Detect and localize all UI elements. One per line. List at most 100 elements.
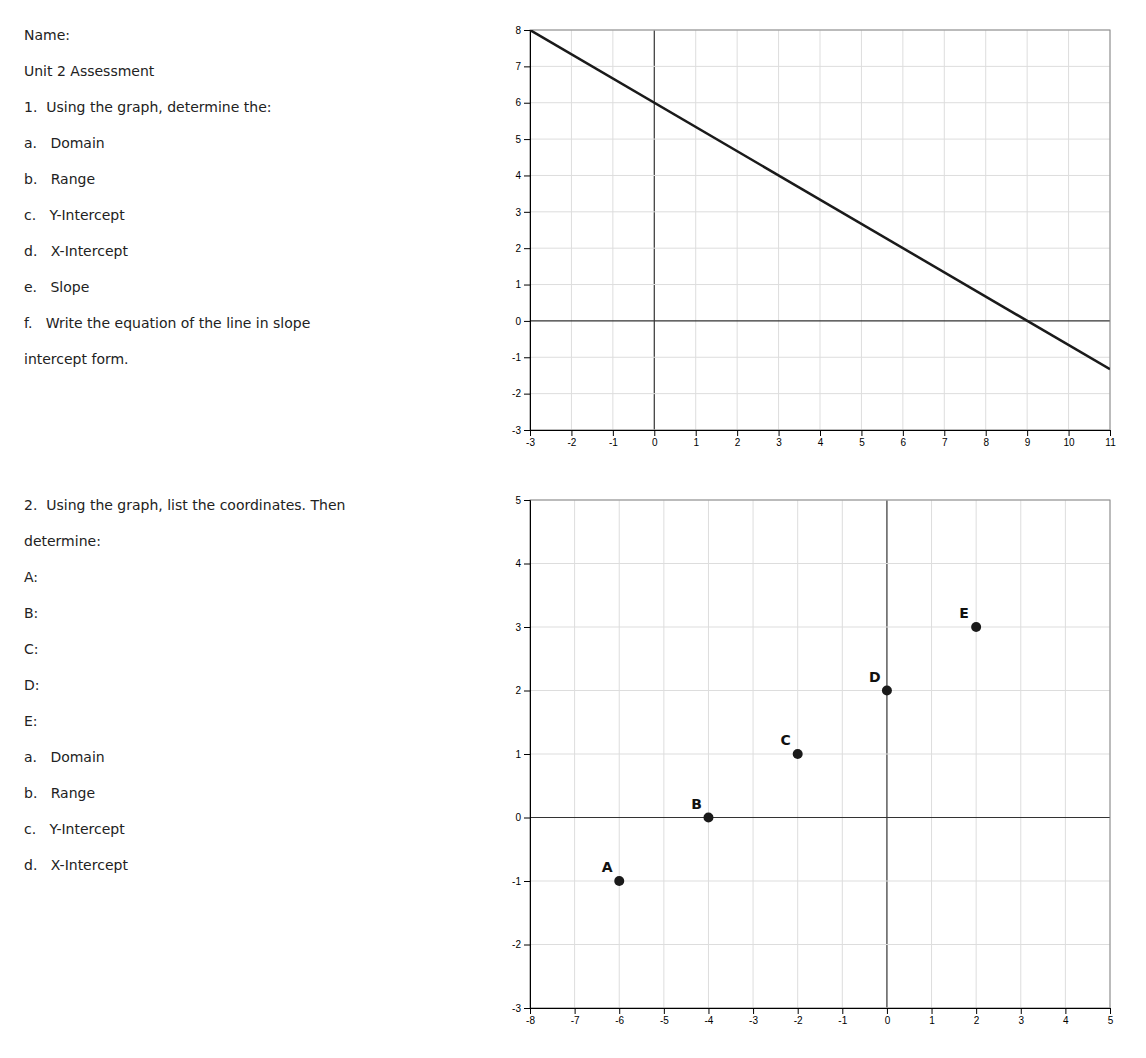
tick-mark	[575, 1008, 576, 1014]
axis-line	[524, 501, 531, 1009]
annotation: D:	[24, 677, 40, 693]
y-axis: -3-2-1012345678	[512, 25, 530, 436]
grid-line-x	[695, 30, 696, 430]
tick-mark	[524, 66, 530, 67]
grid-line-x	[820, 30, 821, 430]
tick-label: -2	[512, 939, 521, 950]
tick-label: -5	[660, 1015, 669, 1026]
grid-line-y	[530, 102, 1110, 103]
tick-label: 8	[983, 437, 989, 448]
grid-line-x	[778, 30, 779, 430]
tick: 4	[1063, 1008, 1069, 1026]
tick-label: -3	[512, 1003, 521, 1014]
tick-label: -2	[512, 388, 521, 399]
tick: -1	[838, 1008, 847, 1026]
tick: 5	[515, 134, 530, 145]
tick-label: 0	[885, 1015, 891, 1026]
tick-label: 2	[735, 437, 741, 448]
annotation: determine:	[24, 533, 101, 549]
tick-mark	[524, 691, 530, 692]
annotation: A:	[24, 569, 38, 585]
tick: -3	[526, 430, 535, 448]
tick-label: 0	[652, 437, 658, 448]
tick-mark	[708, 1008, 709, 1014]
grid-line-y	[530, 175, 1110, 176]
grid-line-x	[737, 30, 738, 430]
page: Name:Unit 2 Assessment1. Using the graph…	[0, 0, 1146, 1058]
tick: 0	[652, 430, 658, 448]
tick-mark	[524, 627, 530, 628]
grid-line-x	[902, 30, 903, 430]
annotation: c. Y-Intercept	[24, 821, 125, 837]
point-labels: ABCDE	[602, 605, 969, 875]
axis-line	[531, 431, 1111, 437]
tick-mark	[1110, 430, 1111, 436]
grid-line-x	[861, 30, 862, 430]
tick-label: -3	[526, 437, 535, 448]
plot-frame	[530, 500, 1110, 1008]
tick-label: 0	[515, 812, 521, 823]
tick-label: 3	[776, 437, 782, 448]
tick: 8	[983, 430, 989, 448]
tick: 0	[515, 812, 530, 823]
tick: -6	[615, 1008, 624, 1026]
tick: 2	[515, 685, 530, 696]
tick: -1	[512, 876, 530, 887]
tick-label: 6	[515, 97, 521, 108]
tick-label: -8	[526, 1015, 535, 1026]
tick: 3	[515, 622, 530, 633]
tick-label: 4	[515, 558, 521, 569]
tick: -3	[749, 1008, 758, 1026]
tick-label: -2	[794, 1015, 803, 1026]
grid-line-y	[530, 139, 1110, 140]
tick-mark	[696, 430, 697, 436]
tick-mark	[1021, 1008, 1022, 1014]
tick-label: 1	[693, 437, 699, 448]
tick: 10	[1064, 430, 1076, 448]
annotations: Name:Unit 2 Assessment1. Using the graph…	[24, 27, 310, 367]
tick-mark	[524, 881, 530, 882]
zero-line-x	[654, 30, 655, 430]
tick-mark	[524, 1008, 530, 1009]
tick: 6	[901, 430, 907, 448]
annotation: d. X-Intercept	[24, 243, 128, 259]
tick-mark	[524, 248, 530, 249]
tick-mark	[571, 430, 572, 436]
annotation: 2. Using the graph, list the coordinates…	[24, 497, 345, 513]
annotation: E:	[24, 713, 38, 729]
grid-line-x	[985, 30, 986, 430]
tick-mark	[524, 430, 530, 431]
tick-label: 8	[515, 25, 521, 36]
grid-line-x	[1027, 30, 1028, 430]
tick-mark	[524, 394, 530, 395]
tick: 3	[515, 207, 530, 218]
tick: 4	[818, 430, 824, 448]
tick: 1	[515, 279, 530, 290]
tick: 5	[1108, 1008, 1114, 1026]
tick-mark	[944, 430, 945, 436]
annotation: intercept form.	[24, 351, 129, 367]
tick-mark	[613, 430, 614, 436]
tick-mark	[779, 430, 780, 436]
point	[614, 876, 624, 886]
tick-mark	[524, 321, 530, 322]
annotation: Name:	[24, 27, 70, 43]
tick-label: 9	[1025, 437, 1031, 448]
tick: 3	[776, 430, 782, 448]
tick: -8	[526, 1008, 535, 1026]
tick-label: -1	[609, 437, 618, 448]
tick-mark	[842, 1008, 843, 1014]
annotation: d. X-Intercept	[24, 857, 128, 873]
tick-label: 5	[515, 134, 521, 145]
tick-label: -3	[512, 425, 521, 436]
tick-mark	[524, 818, 530, 819]
tick: 3	[1018, 1008, 1024, 1026]
tick: -2	[512, 939, 530, 950]
tick-label: 4	[1063, 1015, 1069, 1026]
tick-label: 3	[515, 207, 521, 218]
tick-mark	[524, 564, 530, 565]
annotation: b. Range	[24, 785, 95, 801]
grid-line-y	[530, 754, 1110, 755]
tick-mark	[524, 175, 530, 176]
tick-mark	[524, 103, 530, 104]
